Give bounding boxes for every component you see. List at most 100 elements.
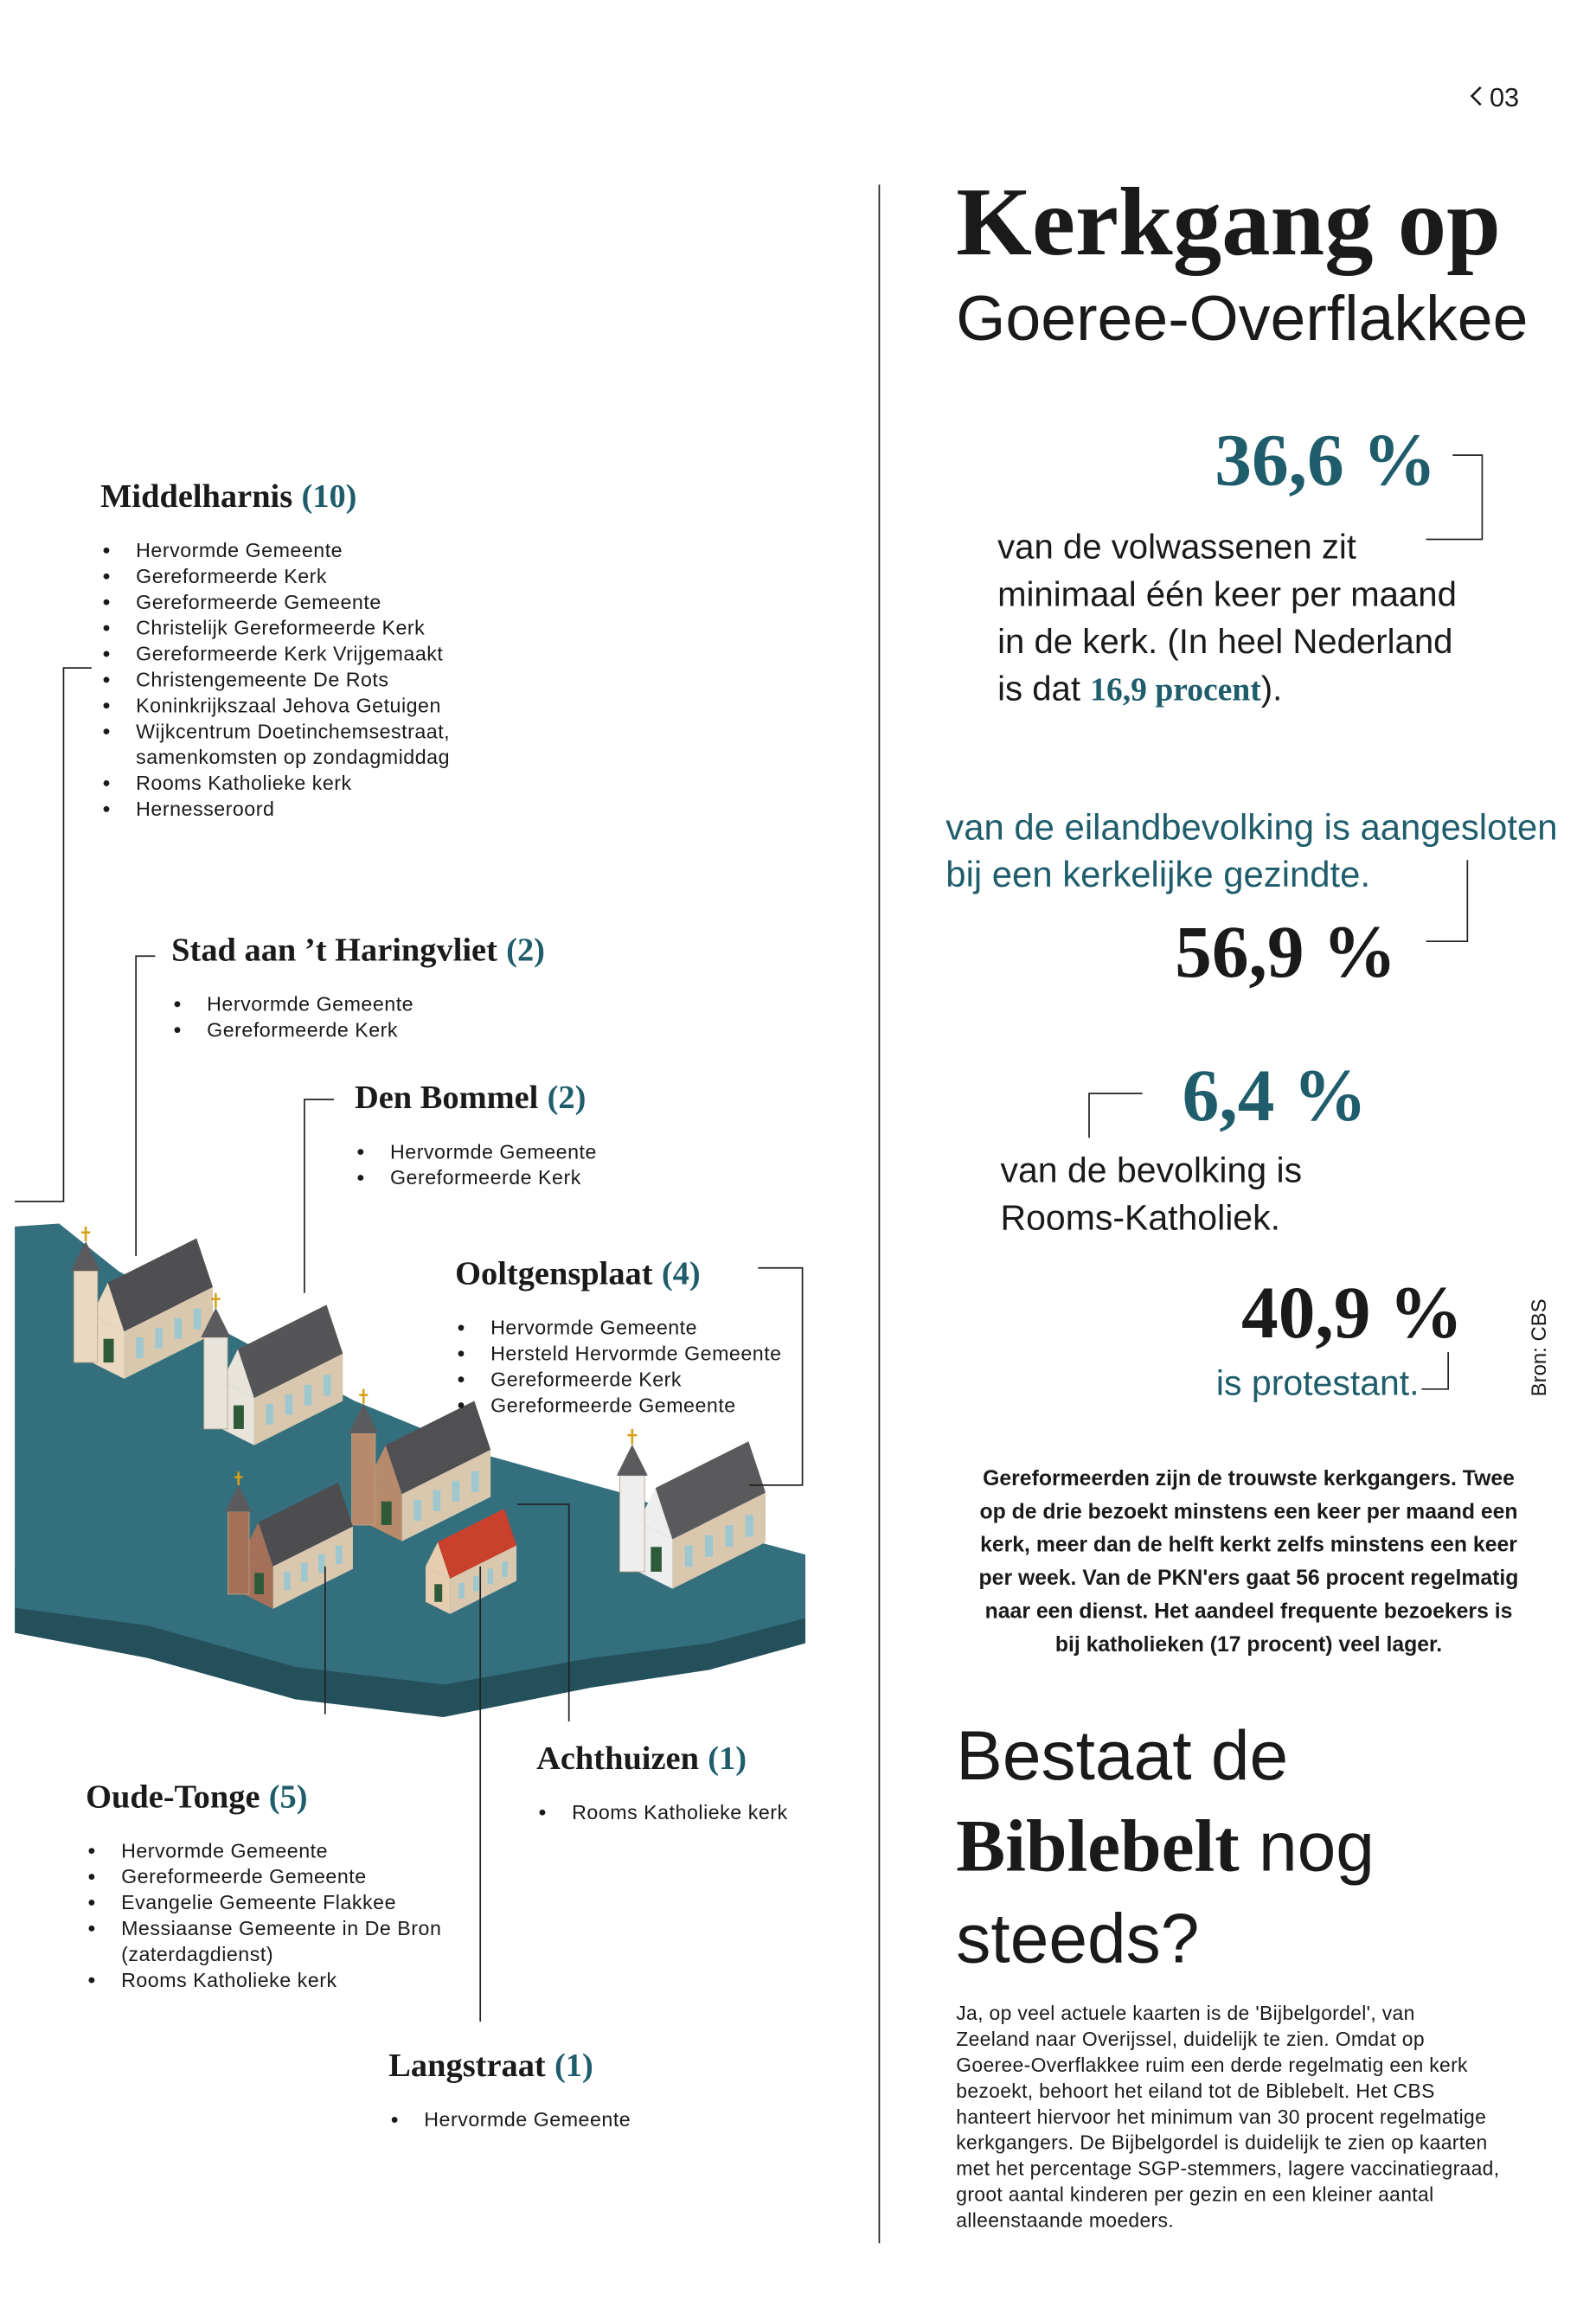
- body-line: hanteert hiervoor het minimum van 30 pro…: [956, 2106, 1486, 2128]
- church-list-item: Gereformeerde Kerk: [136, 565, 327, 587]
- church-wall-side: [450, 1545, 517, 1614]
- bullet: [88, 1925, 95, 1932]
- church-tower: [227, 1511, 250, 1595]
- church-list-item: Hervormde Gemeente: [207, 992, 413, 1015]
- church-list-item: Hervormde Gemeente: [121, 1839, 328, 1862]
- church-window: [266, 1403, 274, 1425]
- section-heading: Bestaat de: [956, 1717, 1288, 1795]
- church-tower: [203, 1336, 228, 1430]
- body-line: groot aantal kinderen per gezin en een k…: [956, 2183, 1433, 2206]
- stat-highlight: 16,9 procent: [1090, 673, 1261, 708]
- summary-line: bij katholieken (17 procent) veel lager.: [1055, 1633, 1442, 1657]
- church-window: [473, 1575, 479, 1592]
- church-wall-side: [124, 1286, 213, 1379]
- church-list-item: Hersteld Hervormde Gemeente: [490, 1342, 781, 1364]
- church-icon: [349, 1388, 491, 1541]
- church-list-item: Rooms Katholieke kerk: [136, 772, 352, 794]
- church-list-item: Hernesseroord: [136, 798, 274, 820]
- church-list-item: Gereformeerde Kerk: [490, 1368, 682, 1390]
- stat-value: 56,9 %: [1175, 912, 1396, 993]
- stat-value: 40,9 %: [1241, 1272, 1463, 1354]
- bullet: [103, 625, 110, 631]
- church-wall-side: [253, 1353, 343, 1445]
- church-roof: [385, 1400, 491, 1495]
- title-line1: Kerkgang op: [956, 169, 1501, 276]
- summary-line: kerk, meer dan de helft kerkt zelfs mins…: [980, 1534, 1517, 1557]
- bullet: [357, 1175, 364, 1181]
- church-window: [304, 1384, 312, 1406]
- church-list-item: Gereformeerde Gemeente: [121, 1865, 367, 1888]
- church-list-item: Rooms Katholieke kerk: [121, 1969, 337, 1991]
- stat-bracket: [1426, 454, 1484, 541]
- summary-line: per week. Van de PKN'ers gaat 56 procent…: [979, 1567, 1519, 1590]
- church-icon: [425, 1509, 517, 1614]
- bullet: [103, 573, 110, 580]
- bullet: [357, 1149, 364, 1156]
- church-tower: [351, 1433, 376, 1526]
- church-list-item: Gereformeerde Gemeente: [490, 1394, 736, 1416]
- church-wall-side: [401, 1449, 491, 1541]
- church-door: [233, 1405, 244, 1429]
- place-heading: Oude-Tonge (5): [86, 1779, 307, 1815]
- church-icon: [225, 1471, 353, 1609]
- church-list-item: Gereformeerde Kerk Vrijgemaakt: [136, 643, 443, 665]
- church-wall-side: [272, 1526, 353, 1609]
- church-spire: [225, 1484, 253, 1512]
- body-line: alleenstaande moeders.: [956, 2208, 1174, 2231]
- bullet: [88, 1977, 95, 1984]
- church-gable: [638, 1488, 673, 1540]
- bullet: [103, 599, 110, 606]
- body-line: Goeree-Overflakkee ruim een derde regelm…: [956, 2054, 1468, 2076]
- church-list-item: Hervormde Gemeente: [136, 539, 343, 561]
- place-count: (5): [269, 1779, 308, 1815]
- church-spire: [201, 1307, 231, 1338]
- stat-bracket: [1421, 1352, 1449, 1390]
- church-door: [381, 1501, 392, 1525]
- section-heading-bold: Biblebelt: [956, 1806, 1240, 1888]
- bullet: [174, 1027, 181, 1034]
- church-window: [471, 1471, 479, 1492]
- summary-line: Gereformeerden zijn de trouwste kerkgang…: [983, 1467, 1515, 1490]
- church-list-item: Gereformeerde Kerk: [207, 1018, 398, 1041]
- church-window: [335, 1545, 343, 1565]
- stat-bracket: [1426, 860, 1469, 943]
- church-window: [174, 1317, 183, 1339]
- church-window: [324, 1375, 331, 1396]
- church-gable: [369, 1445, 402, 1495]
- stat-text-end: ).: [1261, 670, 1283, 708]
- church-list-item: Christelijk Gereformeerde Kerk: [136, 617, 425, 639]
- church-window: [317, 1554, 325, 1574]
- church-list-item: Messiaanse Gemeente in De Bron: [121, 1917, 441, 1939]
- place-heading: Ooltgensplaat (4): [455, 1256, 700, 1292]
- place-heading: Stad aan ’t Haringvliet (2): [171, 932, 545, 968]
- leader-line: [15, 667, 92, 1202]
- church-window: [136, 1337, 144, 1358]
- church-door: [434, 1584, 443, 1602]
- bullet: [458, 1402, 465, 1409]
- church-spire: [70, 1240, 101, 1272]
- leader-line: [516, 1503, 570, 1722]
- church-list-item: Christengemeente De Rots: [136, 669, 388, 691]
- church-list-item: Hervormde Gemeente: [490, 1317, 697, 1339]
- place-count: (1): [708, 1740, 747, 1777]
- church-gable: [221, 1349, 254, 1399]
- back-chevron: [1470, 86, 1482, 106]
- place-heading: Achthuizen (1): [536, 1740, 747, 1777]
- body-line: met het percentage SGP-stemmers, lagere …: [956, 2157, 1499, 2180]
- stat-text: Rooms-Katholiek.: [1001, 1197, 1280, 1237]
- stat-text: van de bevolking is: [1001, 1150, 1303, 1190]
- stat-bracket: [1088, 1093, 1143, 1138]
- church-door: [254, 1573, 264, 1594]
- church-list-item: samenkomsten op zondagmiddag: [136, 746, 450, 768]
- bullet: [391, 2117, 398, 2123]
- bullet: [458, 1376, 465, 1383]
- church-tower: [619, 1475, 645, 1573]
- body-line: kerkgangers. De Bijbelgordel is duidelij…: [956, 2131, 1487, 2154]
- church-roof: [258, 1482, 353, 1567]
- bullet: [103, 702, 110, 709]
- church-list-item: Hervormde Gemeente: [424, 2108, 631, 2131]
- church-list-item: Hervormde Gemeente: [390, 1140, 597, 1163]
- stat-value: 6,4 %: [1183, 1055, 1368, 1137]
- bullet: [458, 1350, 465, 1357]
